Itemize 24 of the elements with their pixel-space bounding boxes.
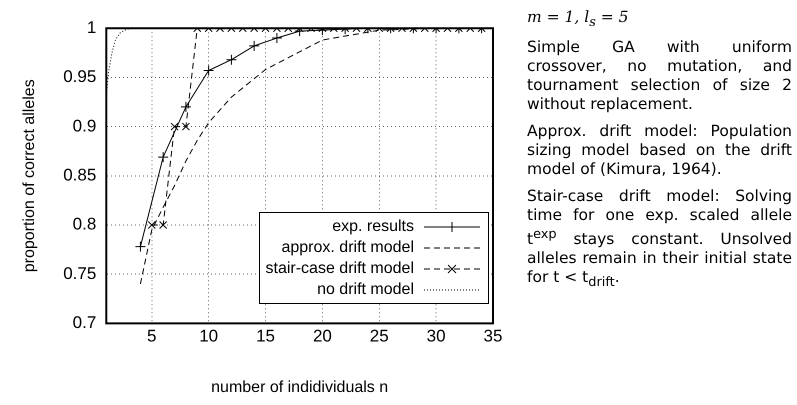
x-axis-title: number of indidividuals n <box>211 378 388 396</box>
y-tick-label: 0.85 <box>63 165 96 184</box>
text: Stair-case drift model: Solving time for one exp. scaled allele t$^{exp}$ stays constant. Unsolved alleles remain in their initial state for t < t$_{drift}$. <box>527 187 792 290</box>
x-tick-label: 5 <box>147 326 157 346</box>
y-tick-label: 0.7 <box>72 313 96 332</box>
text: Simple GA with uniform crossover, no mutation, and tournament selection of size 2 without replacement. <box>527 38 792 114</box>
y-tick-label: 0.95 <box>63 67 96 86</box>
legend-label: stair-case drift model <box>266 259 414 279</box>
x-tick-label: 25 <box>370 326 389 346</box>
x-tick-label: 20 <box>312 326 332 346</box>
legend-label: approx. drift model <box>281 238 414 258</box>
legend-label: exp. results <box>332 217 414 237</box>
x-tick-label: 35 <box>484 326 502 346</box>
x-tick-label: 30 <box>426 326 446 346</box>
y-axis-title: proportion of correct alleles <box>21 79 38 272</box>
x-tick-label: 10 <box>199 326 218 346</box>
text: m = 1, l$_{s}$ = 5 <box>527 8 630 32</box>
y-tick-label: 0.9 <box>72 116 96 136</box>
legend-label: no drift model <box>317 280 414 300</box>
y-tick-label: 0.8 <box>72 214 96 234</box>
y-tick-label: 1 <box>86 18 96 37</box>
y-tick-label: 0.75 <box>63 264 96 283</box>
text: Approx. drift model: Population sizing model based on the drift model of (Kimura, 1964). <box>527 122 792 180</box>
x-tick-label: 15 <box>256 326 275 346</box>
